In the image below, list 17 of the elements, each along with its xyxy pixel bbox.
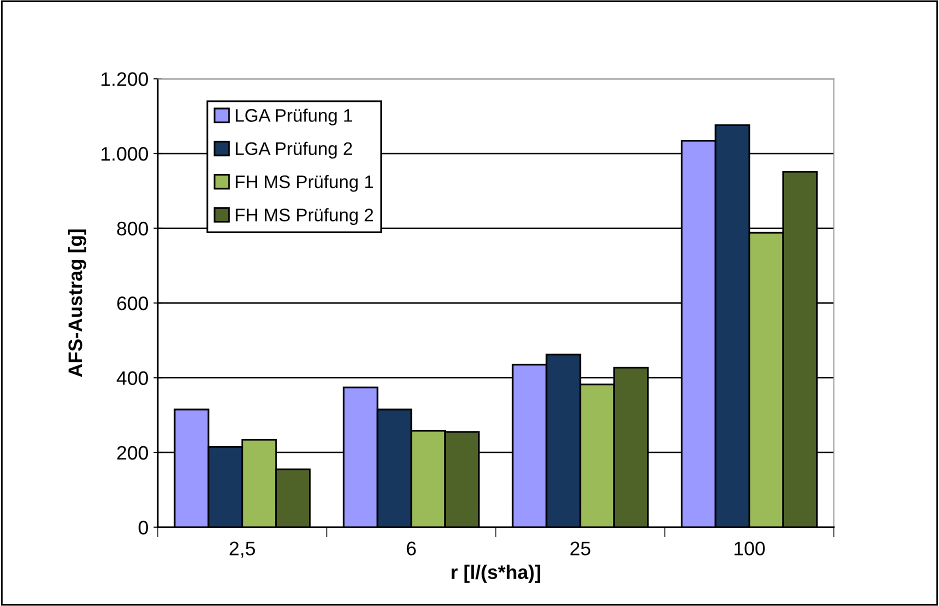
- y-axis-title: AFS-Austrag [g]: [68, 230, 86, 378]
- y-tick-label: 200: [117, 446, 148, 460]
- y-tick-label: 0: [138, 520, 148, 534]
- x-tick-label: 25: [570, 542, 590, 556]
- x-tick-label: 100: [734, 542, 765, 556]
- legend-label: LGA Prüfung 1: [236, 108, 352, 126]
- y-tick-label: 1.200: [102, 72, 148, 86]
- x-tick-label: 2,5: [230, 542, 255, 558]
- y-tick-label: 400: [116, 371, 148, 385]
- legend-label: FH MS Prüfung 1: [236, 174, 374, 192]
- x-tick-label: 6: [406, 542, 416, 556]
- y-tick-label: 600: [117, 296, 148, 310]
- y-tick-label: 800: [117, 222, 148, 236]
- x-axis-title: r [l/(s*ha)]: [452, 564, 540, 583]
- legend-label: FH MS Prüfung 2: [236, 208, 373, 225]
- legend-label: LGA Prüfung 2: [236, 142, 352, 159]
- y-tick-label: 1.000: [102, 146, 148, 161]
